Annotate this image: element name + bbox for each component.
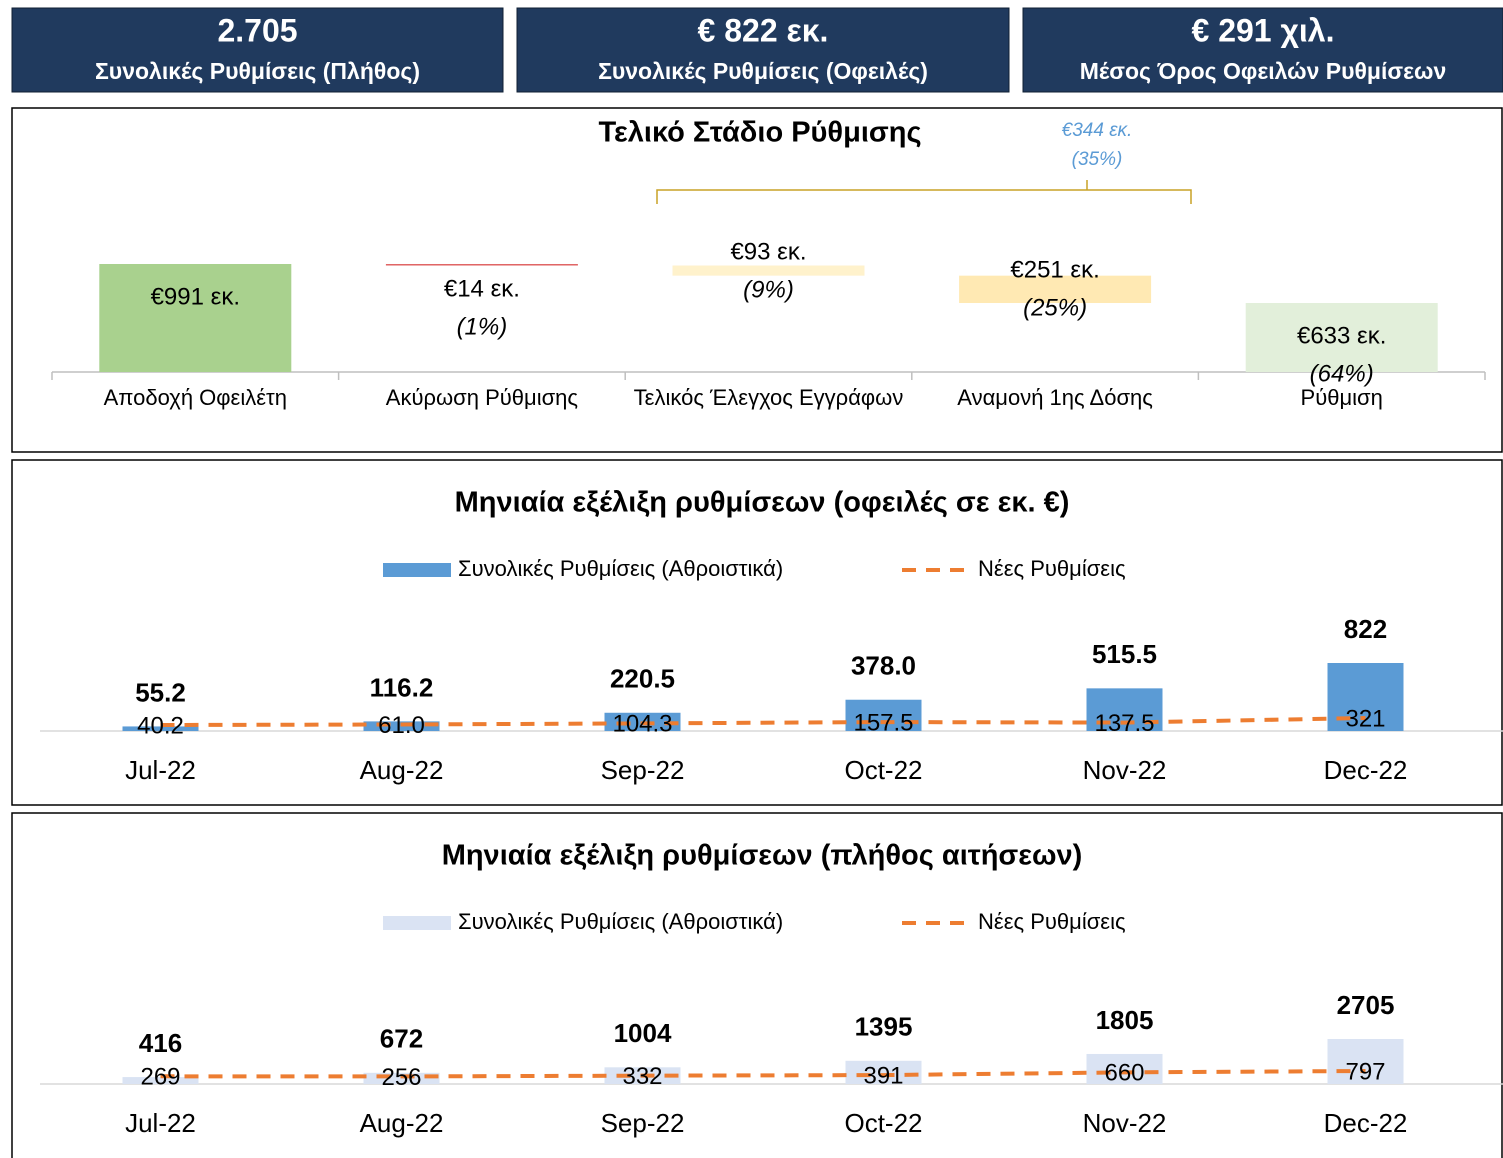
x-tick-label: Nov-22 (1083, 1108, 1167, 1138)
x-tick-label: Dec-22 (1324, 1108, 1408, 1138)
legend-label: Συνολικές Ρυθμίσεις (Αθροιστικά) (458, 556, 783, 581)
x-tick-label: Ακύρωση Ρύθμισης (385, 385, 579, 410)
data-label: 157.5 (853, 709, 913, 736)
x-tick-label: Jul-22 (125, 1108, 196, 1138)
data-label: €633 εκ. (1297, 322, 1386, 349)
bar (122, 1077, 199, 1084)
waterfall-bar (385, 264, 578, 266)
kpi-card (516, 7, 1010, 93)
data-label: 220.5 (610, 664, 675, 694)
annotation-share: (35%) (1072, 149, 1123, 170)
data-label: 391 (863, 1062, 903, 1089)
data-label: 1805 (1096, 1005, 1154, 1035)
bar (845, 699, 922, 731)
bracket (656, 180, 1192, 204)
data-label: 55.2 (135, 677, 186, 707)
x-tick-label: Αποδοχή Οφειλέτη (103, 385, 287, 410)
kpi-label: Συνολικές Ρυθμίσεις (Οφειλές) (598, 58, 928, 84)
data-label: 137.5 (1094, 710, 1154, 737)
waterfall-bar (99, 264, 292, 372)
x-tick-label: Ρύθμιση (1300, 385, 1383, 410)
bar (122, 726, 199, 731)
data-label: 2705 (1337, 990, 1395, 1020)
data-label: 416 (139, 1028, 182, 1058)
x-tick-label: Τελικός Έλεγχος Εγγράφων (633, 385, 904, 410)
data-label: €251 εκ. (1010, 256, 1099, 283)
data-label: 1395 (855, 1012, 913, 1042)
data-label: 672 (380, 1024, 423, 1054)
kpi-value: € 291 χιλ. (1192, 12, 1335, 48)
data-label: 116.2 (370, 672, 434, 702)
chart-title: Μηνιαία εξέλιξη ρυθμίσεων (οφειλές σε εκ… (455, 487, 1070, 519)
panel (11, 459, 1503, 806)
panel (11, 107, 1503, 453)
data-label: 321 (1345, 705, 1385, 732)
x-tick-label: Αναμονή 1ης Δόσης (957, 385, 1153, 410)
x-tick-label: Sep-22 (601, 1108, 685, 1138)
data-label: 61.0 (378, 712, 425, 739)
x-tick-label: Dec-22 (1324, 755, 1408, 785)
data-label: 822 (1344, 614, 1387, 644)
annotation-label: €344 εκ. (1062, 120, 1133, 141)
x-tick-label: Nov-22 (1083, 755, 1167, 785)
data-label: €14 εκ. (444, 275, 520, 302)
x-tick-label: Oct-22 (844, 1108, 922, 1138)
bar (1327, 1039, 1404, 1084)
data-label: 515.5 (1092, 639, 1157, 669)
bar (1086, 1053, 1163, 1084)
data-label: €93 εκ. (730, 238, 806, 265)
share-label: (64%) (1310, 360, 1374, 387)
data-label: 660 (1104, 1060, 1144, 1087)
data-label: 332 (622, 1063, 662, 1090)
panel (11, 812, 1503, 1158)
kpi-card (1022, 7, 1503, 93)
share-label: (25%) (1023, 294, 1087, 321)
legend-label: Συνολικές Ρυθμίσεις (Αθροιστικά) (458, 909, 783, 934)
data-label: 1004 (614, 1018, 672, 1048)
legend-label: Νέες Ρυθμίσεις (978, 556, 1126, 581)
chart-title: Μηνιαία εξέλιξη ρυθμίσεων (πλήθος αιτήσε… (442, 840, 1083, 872)
legend-label: Νέες Ρυθμίσεις (978, 909, 1126, 934)
kpi-value: € 822 εκ. (698, 12, 829, 48)
kpi-label: Συνολικές Ρυθμίσεις (Πλήθος) (95, 58, 420, 84)
line (160, 1069, 1366, 1079)
share-label: (9%) (743, 276, 794, 303)
x-tick-label: Sep-22 (601, 755, 685, 785)
x-tick-label: Oct-22 (844, 755, 922, 785)
kpi-card (11, 7, 504, 93)
kpi-label: Μέσος Όρος Οφειλών Ρυθμίσεων (1080, 58, 1447, 84)
legend-swatch (383, 563, 451, 577)
data-label: €991 εκ. (151, 283, 240, 310)
data-label: 269 (140, 1064, 180, 1091)
data-label: 40.2 (137, 712, 184, 739)
line (160, 716, 1366, 727)
bar (845, 1060, 922, 1084)
kpi-value: 2.705 (217, 12, 297, 48)
data-label: 104.3 (612, 711, 672, 738)
x-tick-label: Aug-22 (360, 755, 444, 785)
x-tick-label: Jul-22 (125, 755, 196, 785)
data-label: 256 (381, 1064, 421, 1091)
chart-title: Τελικό Στάδιο Ρύθμισης (598, 117, 921, 149)
waterfall-bar (672, 265, 865, 276)
legend-swatch (383, 916, 451, 930)
x-tick-label: Aug-22 (360, 1108, 444, 1138)
share-label: (1%) (457, 313, 508, 340)
waterfall-bar (1245, 303, 1438, 372)
data-label: 378.0 (851, 651, 916, 681)
waterfall-bar (959, 275, 1152, 304)
data-label: 797 (1345, 1058, 1385, 1085)
